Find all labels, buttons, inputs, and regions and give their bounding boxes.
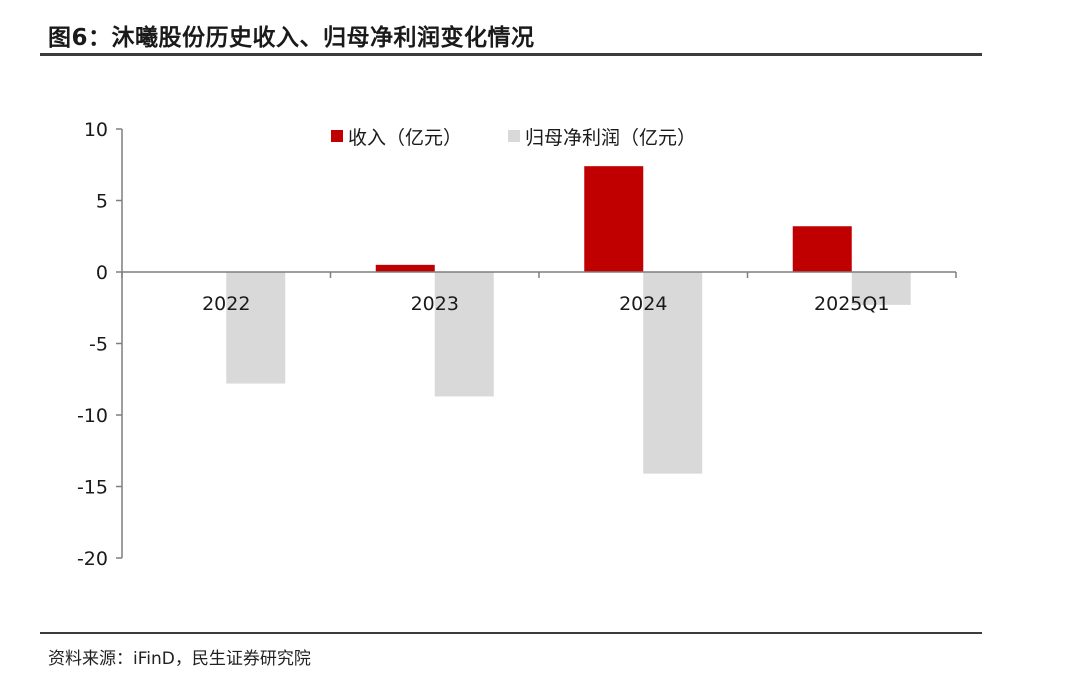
x-tick-label: 2025Q1	[814, 293, 889, 315]
revenue-bar	[792, 226, 852, 272]
y-tick-label: -10	[77, 405, 108, 427]
legend-swatch-revenue	[331, 130, 343, 142]
net-profit-bar	[434, 272, 494, 397]
chart-title: 图6：沐曦股份历史收入、归母净利润变化情况	[48, 25, 535, 51]
bars	[226, 166, 911, 474]
y-tick-label: 10	[84, 119, 108, 141]
y-tick-label: 5	[96, 191, 108, 213]
y-tick-label: -15	[77, 477, 108, 499]
legend: 收入（亿元） 归母净利润（亿元）	[331, 127, 696, 149]
revenue-bar	[584, 166, 644, 272]
revenue-bar	[375, 264, 435, 272]
title-divider	[40, 53, 982, 56]
legend-label-revenue: 收入（亿元）	[348, 127, 462, 149]
x-axis: 2022 2023 2024 2025Q1	[121, 271, 957, 315]
net-profit-bar	[226, 272, 286, 384]
x-tick-label: 2024	[619, 293, 667, 315]
x-tick-label: 2023	[411, 293, 459, 315]
net-profit-bar	[851, 272, 911, 305]
legend-label-net-profit: 归母净利润（亿元）	[525, 127, 696, 149]
net-profit-bar	[643, 272, 703, 474]
y-axis: 10 5 0 -5 -10 -15 -20	[77, 119, 123, 570]
legend-swatch-net-profit	[508, 130, 520, 142]
source-divider	[40, 632, 982, 634]
y-tick-label: 0	[96, 262, 108, 284]
y-tick-label: -5	[89, 334, 108, 356]
x-tick-label: 2022	[202, 293, 250, 315]
y-tick-label: -20	[77, 548, 108, 570]
source-note: 资料来源：iFinD，民生证券研究院	[48, 649, 311, 669]
